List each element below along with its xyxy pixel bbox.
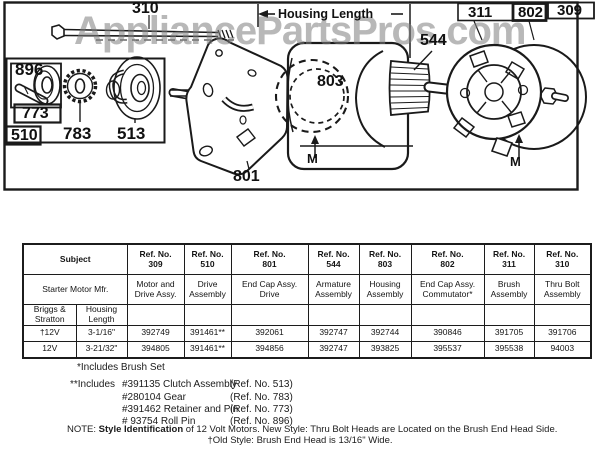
desc-510: Drive Assembly bbox=[183, 274, 232, 305]
table-row-12v: 12V 3-21/32" 394805 391461** 394856 3927… bbox=[22, 340, 592, 359]
parts-reference-table: Subject Ref. No. 309 Ref. No. 510 Ref. No.… bbox=[22, 243, 593, 359]
part-label-802[interactable]: 802 bbox=[518, 4, 544, 21]
diagram-border bbox=[3, 1, 579, 191]
roll-pin-part bbox=[14, 83, 49, 106]
part-number-cell: 393825 bbox=[358, 340, 412, 359]
voltage-cell: †12V bbox=[22, 324, 77, 342]
part-number-cell: 392061 bbox=[230, 324, 309, 342]
desc-801: End Cap Assy. Drive bbox=[230, 274, 309, 305]
part-number-cell: 392747 bbox=[307, 324, 360, 342]
drive-parts-box bbox=[5, 57, 166, 146]
brand-cell: Briggs & Stratton bbox=[22, 304, 77, 326]
part-label-311[interactable]: 311 bbox=[468, 4, 493, 21]
m-label-right: M bbox=[510, 154, 521, 169]
part-number-cell: 392744 bbox=[358, 324, 412, 342]
part-number-cell: 94003 bbox=[533, 340, 592, 359]
mfr-cell: Starter Motor Mfr. bbox=[22, 274, 128, 305]
note-bold-text: Style Identification bbox=[98, 424, 184, 435]
voltage-cell: 12V bbox=[22, 340, 77, 359]
housing-value-cell: 3-21/32" bbox=[75, 340, 128, 359]
footnote-brush-set: *Includes Brush Set bbox=[77, 362, 165, 373]
footnote-part: #280104 Gear bbox=[122, 392, 186, 403]
desc-311: Brush Assembly bbox=[483, 274, 535, 305]
ref-header-311: Ref. No. 311 bbox=[483, 243, 535, 275]
subject-header-cell: Subject bbox=[22, 243, 128, 275]
desc-544: Armature Assembly bbox=[307, 274, 360, 305]
part-label-803[interactable]: 803 bbox=[317, 73, 344, 90]
shaft-pin-part bbox=[168, 88, 192, 100]
desc-310: Thru Bolt Assembly bbox=[533, 274, 592, 305]
desc-803: Housing Assembly bbox=[358, 274, 412, 305]
housing-value-cell: 3-1/16" bbox=[75, 324, 128, 342]
housing-length-label: Housing Length bbox=[278, 7, 374, 21]
table-header-row: Subject Ref. No. 309 Ref. No. 510 Ref. No.… bbox=[22, 243, 592, 275]
part-label-783[interactable]: 783 bbox=[63, 124, 92, 143]
part-label-801[interactable]: 801 bbox=[233, 168, 260, 185]
part-number-cell: 392747 bbox=[307, 340, 360, 359]
ref-header-310: Ref. No. 310 bbox=[533, 243, 592, 275]
exploded-view-diagram: AppliancePartsPros.com 310 Housing Lengt… bbox=[0, 0, 600, 196]
brush-end-head-part bbox=[445, 20, 587, 158]
part-label-773[interactable]: 773 bbox=[22, 105, 49, 122]
ref-header-801: Ref. No. 801 bbox=[230, 243, 309, 275]
ref-header-803: Ref. No. 803 bbox=[358, 243, 412, 275]
note-line-2: †Old Style: Brush End Head is 13/16" Wid… bbox=[207, 435, 393, 446]
footnote-ref: (Ref. No. 773) bbox=[230, 404, 293, 415]
part-number-cell: 394856 bbox=[230, 340, 309, 359]
motor-housing-part bbox=[274, 41, 410, 171]
ref-header-802: Ref. No. 802 bbox=[410, 243, 485, 275]
retainer-part bbox=[33, 65, 61, 105]
part-label-310[interactable]: 310 bbox=[132, 0, 159, 17]
clutch-part bbox=[105, 56, 161, 123]
part-label-309[interactable]: 309 bbox=[557, 2, 583, 19]
footnote-ref: (Ref. No. 783) bbox=[230, 392, 293, 403]
note-line-1: NOTE: Style Identification of 12 Volt Mo… bbox=[67, 424, 558, 435]
part-label-544[interactable]: 544 bbox=[420, 32, 447, 49]
desc-802: End Cap Assy. Commutator* bbox=[410, 274, 485, 305]
thru-bolt-part bbox=[51, 15, 234, 41]
m-label-left: M bbox=[307, 151, 318, 166]
part-label-513[interactable]: 513 bbox=[117, 124, 146, 143]
diagram-line-art bbox=[3, 1, 595, 191]
part-number-cell: 390846 bbox=[410, 324, 485, 342]
ref-header-544: Ref. No. 544 bbox=[307, 243, 360, 275]
ref-header-309: Ref. No. 309 bbox=[126, 243, 185, 275]
drive-end-cap-part bbox=[170, 37, 289, 176]
table-subheader-row: Briggs & Stratton Housing Length bbox=[22, 304, 592, 326]
footnote-ref: (Ref. No. 513) bbox=[230, 379, 293, 390]
part-number-cell: 395538 bbox=[483, 340, 535, 359]
gear-part bbox=[62, 68, 98, 122]
part-label-896[interactable]: 896 bbox=[15, 60, 44, 79]
ref-header-510: Ref. No. 510 bbox=[183, 243, 232, 275]
housing-length-cell: Housing Length bbox=[75, 304, 128, 326]
part-number-cell: 391461** bbox=[183, 340, 232, 359]
footnote-part: #391135 Clutch Assembly bbox=[122, 379, 237, 390]
footnote-ref: (Ref. No. 896) bbox=[230, 416, 293, 427]
part-number-cell: 391706 bbox=[533, 324, 592, 342]
part-number-cell: 391461** bbox=[183, 324, 232, 342]
footnote-includes-label: **Includes bbox=[70, 379, 116, 390]
part-number-cell: 395537 bbox=[410, 340, 485, 359]
part-number-cell: 391705 bbox=[483, 324, 535, 342]
m-dimension-marks bbox=[300, 134, 523, 158]
footnote-part: #391462 Retainer and Pin bbox=[122, 404, 239, 415]
part-number-cell: 392749 bbox=[126, 324, 185, 342]
table-description-row: Starter Motor Mfr. Motor and Drive Assy.… bbox=[22, 274, 592, 305]
desc-309: Motor and Drive Assy. bbox=[126, 274, 185, 305]
label-boxes bbox=[457, 1, 595, 22]
part-number-cell: 394805 bbox=[126, 340, 185, 359]
armature-part bbox=[388, 50, 452, 116]
housing-length-dimension bbox=[257, 4, 411, 58]
part-label-510[interactable]: 510 bbox=[11, 127, 38, 144]
table-row-12v-old: †12V 3-1/16" 392749 391461** 392061 3927… bbox=[22, 324, 592, 342]
footnote-part: # 93754 Roll Pin bbox=[122, 416, 196, 427]
